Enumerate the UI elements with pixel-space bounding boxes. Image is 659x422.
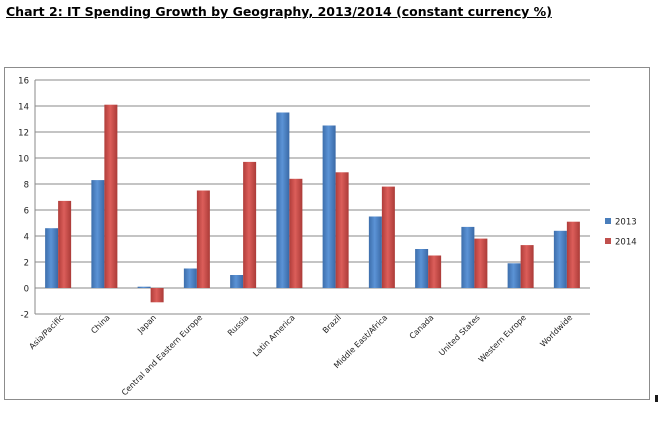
x-tick-label: Russia xyxy=(226,313,251,338)
bar-2014 xyxy=(196,190,210,288)
x-tick-label: Latin America xyxy=(251,313,297,359)
bar-2014 xyxy=(335,172,349,288)
y-axis-tick-labels: 16 14 12 10 8 6 4 2 0 -2 xyxy=(18,77,29,321)
bar-2013 xyxy=(230,275,244,288)
y-tick-label: 0 xyxy=(24,285,29,295)
y-tick-label: 16 xyxy=(18,77,29,87)
bar-2013 xyxy=(415,249,429,288)
x-tick-label: Brazil xyxy=(321,313,343,335)
bar-2013 xyxy=(368,216,382,288)
legend-swatch-2014 xyxy=(605,238,611,244)
bars xyxy=(45,104,580,303)
bar-2013 xyxy=(91,180,105,288)
legend-label-2013: 2013 xyxy=(615,218,637,228)
bar-2014 xyxy=(289,178,303,288)
x-tick-label: Worldwide xyxy=(538,313,574,349)
bar-2014 xyxy=(520,245,534,288)
x-tick-label: Western Europe xyxy=(477,313,528,364)
legend-swatch-2013 xyxy=(605,218,611,224)
bar-chart: 16 14 12 10 8 6 4 2 0 -2 Asia/Pacific China JapanCe… xyxy=(18,77,637,398)
bar-2014 xyxy=(428,255,442,288)
bar-2013 xyxy=(553,230,567,288)
bar-2014 xyxy=(150,288,164,303)
legend-label-2014: 2014 xyxy=(615,238,637,248)
y-tick-label: 6 xyxy=(24,207,29,217)
y-tick-label: 12 xyxy=(18,129,29,139)
bar-2013 xyxy=(183,268,197,288)
bar-2013 xyxy=(507,263,521,288)
x-tick-label: Japan xyxy=(135,313,158,336)
bar-2014 xyxy=(566,221,580,288)
chart-heading: Chart 2: IT Spending Growth by Geography… xyxy=(6,4,552,19)
y-tick-label: 4 xyxy=(24,233,29,243)
x-tick-label: Canada xyxy=(408,313,436,341)
bar-2014 xyxy=(58,200,72,288)
y-tick-label: 10 xyxy=(18,155,29,165)
bar-2014 xyxy=(474,238,488,288)
bar-2014 xyxy=(243,161,257,288)
chart-container: 16 14 12 10 8 6 4 2 0 -2 Asia/Pacific China Japan Ce… xyxy=(4,67,650,400)
y-tick-label: 14 xyxy=(18,103,29,113)
bar-2013 xyxy=(45,228,59,288)
bar-2014 xyxy=(104,104,118,288)
x-tick-label: United States xyxy=(437,313,482,358)
x-tick-label: Asia/Pacific xyxy=(27,313,65,351)
bar-2013 xyxy=(276,112,290,288)
edge-marker xyxy=(655,395,658,402)
y-tick-label: 2 xyxy=(24,259,29,269)
legend: 2013 2014 xyxy=(605,218,637,248)
y-tick-label: -2 xyxy=(21,311,29,321)
bar-2013 xyxy=(461,226,475,288)
y-tick-label: 8 xyxy=(24,181,29,191)
bar-2014 xyxy=(381,186,395,288)
bar-2013 xyxy=(322,125,336,288)
bar-2013 xyxy=(137,286,151,288)
x-tick-label: China xyxy=(89,313,112,336)
gridlines xyxy=(34,79,590,315)
x-tick-label: Central and Eastern Europe xyxy=(120,313,204,397)
